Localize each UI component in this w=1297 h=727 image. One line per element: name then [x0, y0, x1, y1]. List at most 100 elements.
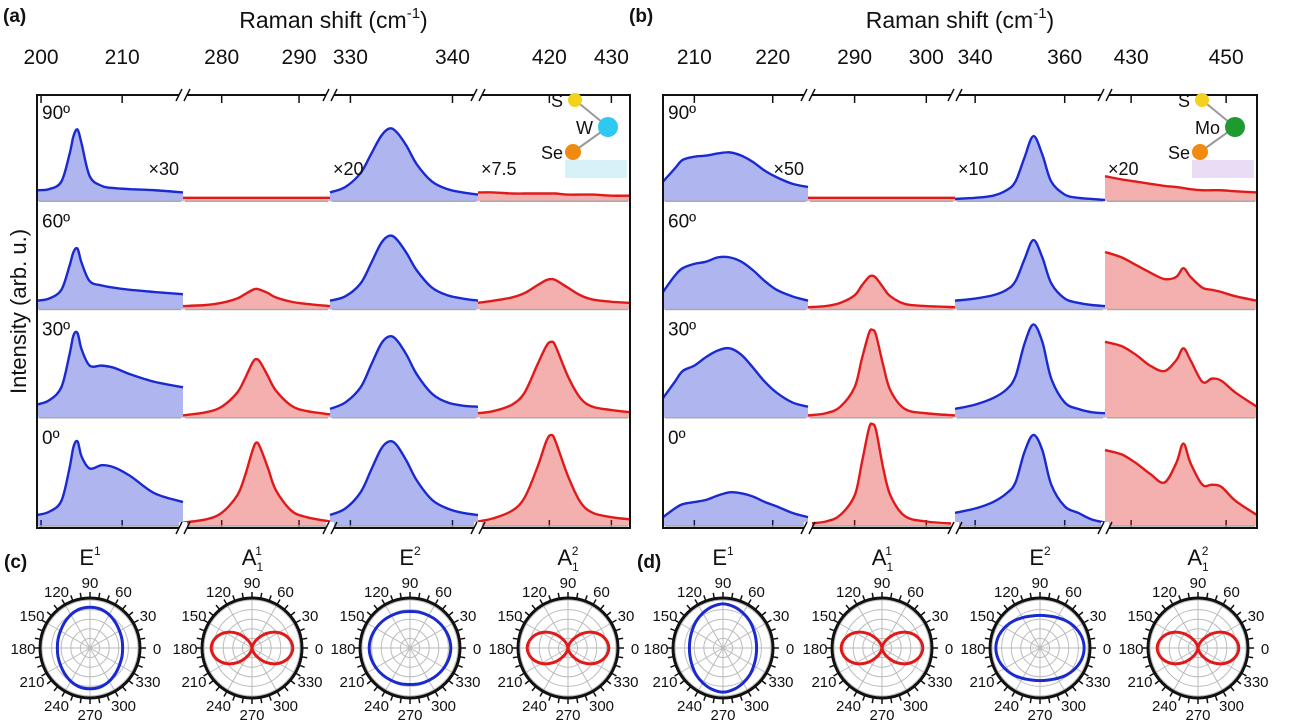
- angle-label: 180: [330, 641, 355, 658]
- angle-label: 240: [1152, 698, 1177, 715]
- polar-title-sub: 1: [1202, 560, 1209, 574]
- angle-label: 90: [715, 575, 732, 592]
- angle-label: 60: [593, 584, 610, 601]
- peak-fill: [37, 332, 183, 418]
- scale-label: ×10: [958, 159, 989, 179]
- polar-title-base: E: [712, 545, 727, 570]
- angle-label: 330: [1244, 674, 1269, 691]
- angle-label: 240: [44, 698, 69, 715]
- angle-label: 120: [364, 584, 389, 601]
- polar-title-sup: 2: [572, 544, 579, 558]
- angle-label: 180: [802, 641, 827, 658]
- angle-label: 330: [298, 674, 323, 691]
- row-label: 0º: [668, 428, 686, 449]
- angle-label: 90: [1032, 575, 1049, 592]
- atom-se: [1192, 144, 1208, 160]
- angle-label: 90: [402, 575, 419, 592]
- x-tick-label: 280: [204, 46, 239, 69]
- angle-label: 30: [618, 608, 635, 625]
- angle-label: 60: [748, 584, 765, 601]
- angle-label: 30: [1248, 608, 1265, 625]
- angle-label: 330: [769, 674, 794, 691]
- row-label: 30º: [668, 320, 696, 341]
- row-label: 30º: [42, 320, 70, 341]
- angle-label: 120: [1152, 584, 1177, 601]
- angle-label: 300: [903, 698, 928, 715]
- angle-label: 240: [364, 698, 389, 715]
- polar-title-base: E: [79, 545, 94, 570]
- polar-title-base: E: [399, 545, 414, 570]
- x-tick-label: 430: [1114, 46, 1149, 69]
- angle-label: 150: [811, 608, 836, 625]
- scale-label: ×30: [148, 159, 179, 179]
- angle-label: 300: [273, 698, 298, 715]
- x-tick-label: 300: [909, 46, 944, 69]
- angle-label: 330: [136, 674, 161, 691]
- angle-label: 180: [488, 641, 513, 658]
- substrate: [1192, 160, 1254, 178]
- angle-label: 210: [969, 674, 994, 691]
- atom-s: [1195, 93, 1209, 107]
- angle-label: 330: [928, 674, 953, 691]
- angle-label: 300: [1219, 698, 1244, 715]
- angle-label: 150: [497, 608, 522, 625]
- peak-fill: [37, 248, 183, 309]
- angle-label: 0: [631, 641, 639, 658]
- x-tick-label: 360: [1047, 46, 1082, 69]
- angle-label: 0: [473, 641, 481, 658]
- atom-s: [568, 93, 582, 107]
- x-axis-label: Raman shift (cm-1): [866, 5, 1054, 33]
- polar-title-sup: 1: [885, 544, 892, 558]
- peak-fill: [478, 279, 630, 310]
- break-gap: [951, 522, 959, 534]
- angle-label: 120: [206, 584, 231, 601]
- angle-label: 30: [140, 608, 157, 625]
- angle-label: 30: [773, 608, 790, 625]
- scale-label: ×20: [1108, 159, 1139, 179]
- polar-title-base: E: [1029, 545, 1044, 570]
- peak-fill: [1105, 444, 1257, 526]
- row-label: 60º: [42, 211, 70, 232]
- angle-label: 30: [1090, 608, 1107, 625]
- angle-label: 30: [932, 608, 949, 625]
- peak-fill: [478, 342, 630, 418]
- angle-label: 240: [522, 698, 547, 715]
- x-tick-label: 210: [105, 46, 140, 69]
- x-axis-label-text: Raman shift (cm: [866, 7, 1033, 33]
- angle-label: 270: [239, 707, 264, 724]
- y-axis-label: Intensity (arb. u.): [6, 229, 31, 394]
- break-gap: [951, 89, 959, 101]
- angle-label: 210: [497, 674, 522, 691]
- polar-title-sub: 1: [886, 560, 893, 574]
- atom-metal: [598, 117, 618, 137]
- panel-label: (d): [637, 552, 661, 573]
- peak-fill: [183, 289, 330, 310]
- angle-label: 0: [786, 641, 794, 658]
- angle-label: 180: [10, 641, 35, 658]
- angle-label: 0: [1103, 641, 1111, 658]
- peak-fill: [808, 329, 955, 417]
- peak-fill: [183, 359, 330, 418]
- angle-label: 30: [460, 608, 477, 625]
- angle-label: 120: [677, 584, 702, 601]
- polar-title-sup: 2: [1202, 544, 1209, 558]
- peak-fill: [37, 441, 183, 526]
- angle-label: 60: [435, 584, 452, 601]
- angle-label: 240: [994, 698, 1019, 715]
- angle-label: 270: [710, 707, 735, 724]
- polar-title-sup: 2: [1044, 544, 1051, 558]
- atom-se: [565, 144, 581, 160]
- x-tick-label: 210: [677, 46, 712, 69]
- break-gap: [804, 89, 812, 101]
- atom-label: S: [551, 91, 563, 111]
- angle-label: 180: [643, 641, 668, 658]
- x-tick-label: 340: [435, 46, 470, 69]
- angle-label: 330: [1086, 674, 1111, 691]
- angle-label: 90: [244, 575, 261, 592]
- x-tick-label: 200: [24, 46, 59, 69]
- angle-label: 90: [560, 575, 577, 592]
- break-gap: [474, 522, 482, 534]
- atom-metal: [1225, 117, 1245, 137]
- peak-fill: [478, 435, 630, 526]
- angle-label: 210: [19, 674, 44, 691]
